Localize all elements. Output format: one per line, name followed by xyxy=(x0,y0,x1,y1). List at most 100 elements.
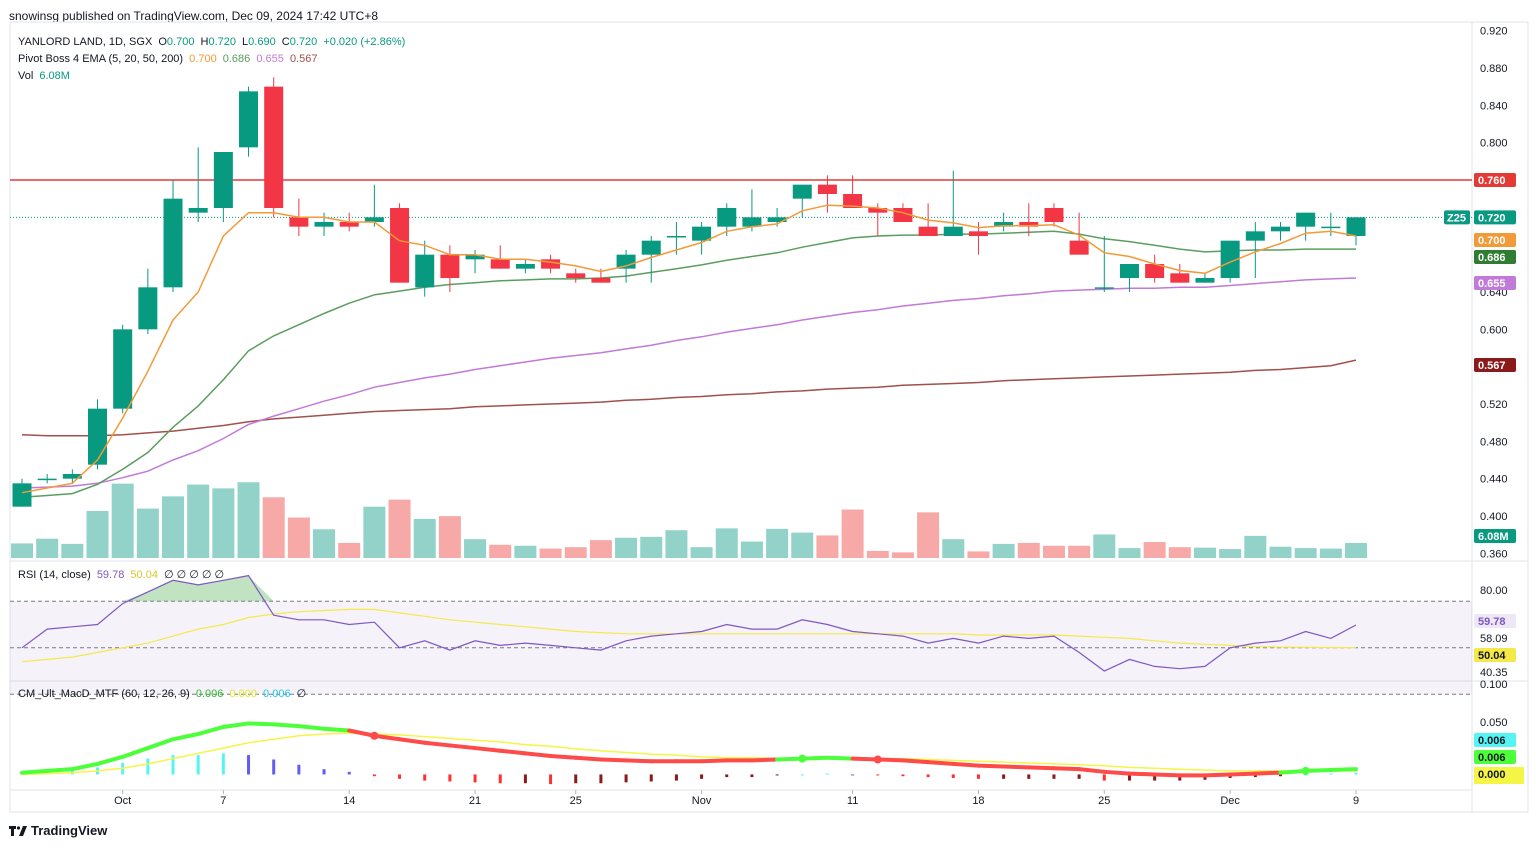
macd-histogram-bar xyxy=(372,774,376,777)
macd-histogram-bar xyxy=(750,774,754,778)
ema-price-label: 0.686 xyxy=(1478,252,1506,264)
macd-line-segment xyxy=(699,758,729,764)
price-tick-label: 0.880 xyxy=(1480,63,1508,75)
candle-body xyxy=(792,184,812,199)
macd-histogram-bar xyxy=(725,774,729,778)
candle-body xyxy=(314,222,334,227)
macd-line-segment xyxy=(951,761,981,768)
volume-bar xyxy=(162,496,185,558)
candle-body xyxy=(843,194,863,208)
ema20-line xyxy=(21,230,1356,499)
volume-bar xyxy=(464,539,487,558)
price-tick-label: 0.520 xyxy=(1480,399,1508,411)
macd-histogram-bar xyxy=(171,755,175,775)
legend-ema-name[interactable]: Pivot Boss 4 EMA (5, 20, 50, 200) xyxy=(18,53,184,65)
legend-low: 0.690 xyxy=(248,36,276,48)
macd-line-segment xyxy=(850,756,880,762)
chart-frame xyxy=(9,21,1529,813)
macd-histogram-bar xyxy=(876,774,880,776)
candle-body xyxy=(1195,278,1215,283)
macd-value-box xyxy=(1474,750,1516,764)
legend-macd-name[interactable]: CM_Ult_MacD_MTF (60, 12, 26, 9) xyxy=(18,688,190,700)
macd-line-segment xyxy=(70,761,100,772)
price-tick-label: 0.360 xyxy=(1480,548,1508,560)
volume-bar xyxy=(589,540,612,558)
macd-line-segment xyxy=(1253,770,1283,776)
macd-line-segment xyxy=(1051,766,1082,772)
volume-bar xyxy=(866,550,889,558)
macd-line-segment xyxy=(296,724,327,731)
ema5-line xyxy=(21,204,1357,494)
macd-line-segment xyxy=(1152,772,1182,778)
macd-axis-label: 0.100 xyxy=(1480,679,1508,691)
time-tick-label: Dec xyxy=(1220,795,1240,807)
volume-bar xyxy=(413,518,436,558)
volume-bar xyxy=(438,516,461,558)
macd-cross-dot xyxy=(370,731,379,740)
macd-histogram-bar xyxy=(196,755,200,775)
volume-bar xyxy=(1345,542,1367,558)
volume-bar xyxy=(690,547,713,558)
last-price-label-box xyxy=(1474,210,1516,225)
volume-bar xyxy=(766,528,789,558)
volume-bar xyxy=(891,552,914,558)
candle-body xyxy=(364,217,384,222)
candle-body xyxy=(1270,226,1290,232)
volume-bar xyxy=(489,544,512,558)
macd-line-segment xyxy=(624,758,654,764)
macd-line-segment xyxy=(45,767,75,773)
volume-bar xyxy=(816,535,839,558)
candle-body xyxy=(339,222,359,227)
macd-histogram-bar xyxy=(498,774,502,784)
macd-line-segment xyxy=(1026,765,1056,771)
volume-bar xyxy=(287,517,310,558)
legend-rsi-name[interactable]: RSI (14, close) xyxy=(18,569,91,581)
legend-symbol[interactable]: YANLORD LAND, 1D, SGX xyxy=(18,36,153,48)
macd-line-segment xyxy=(1102,769,1132,776)
macd-line-segment xyxy=(598,757,629,763)
macd-line-segment xyxy=(145,737,176,751)
macd-histogram-bar xyxy=(473,774,477,783)
volume-bar xyxy=(967,551,990,558)
candle-body xyxy=(1296,212,1316,227)
macd-line-segment xyxy=(548,753,578,760)
volume-value-label-box xyxy=(1474,529,1516,543)
macd-line-segment xyxy=(95,754,125,766)
price-tick-label: 0.480 xyxy=(1480,436,1508,448)
volume-bar xyxy=(86,510,109,558)
macd-line-segment xyxy=(775,756,805,762)
candle-body xyxy=(717,208,737,227)
macd-histogram-bar xyxy=(448,774,452,782)
legend-macd-val: 0.006 xyxy=(195,688,224,700)
macd-histogram-bar xyxy=(398,774,402,779)
macd-line-segment xyxy=(196,724,226,736)
macd-histogram-bar xyxy=(1027,774,1031,779)
rsi-ma-value-box xyxy=(1474,648,1516,662)
candle-body xyxy=(1145,264,1165,278)
candle-body xyxy=(465,254,485,260)
macd-histogram-bar xyxy=(574,774,578,784)
volume-bar xyxy=(313,529,336,558)
volume-bar xyxy=(1118,548,1141,558)
candle-body xyxy=(239,91,259,148)
candle-body xyxy=(541,259,561,269)
legend-vol-name[interactable]: Vol xyxy=(18,70,34,82)
candle-body xyxy=(490,259,510,269)
macd-histogram-bar xyxy=(1253,774,1257,778)
candle-body xyxy=(591,278,611,283)
macd-histogram-bar xyxy=(423,774,427,781)
macd-line-segment xyxy=(1001,764,1031,770)
macd-line-segment xyxy=(1202,772,1233,778)
volume-bar xyxy=(1093,534,1116,558)
macd-histogram-bar xyxy=(549,774,553,785)
candle-body xyxy=(1245,231,1265,241)
macd-hist-value-box xyxy=(1474,733,1516,747)
volume-bar xyxy=(338,542,361,558)
macd-histogram-bar xyxy=(800,774,804,776)
volume-bar xyxy=(841,509,864,558)
rsi-line xyxy=(21,574,1357,672)
volume-bar xyxy=(136,508,159,558)
tradingview-logo[interactable]: TradingView xyxy=(9,823,107,838)
macd-line-segment xyxy=(900,758,931,765)
